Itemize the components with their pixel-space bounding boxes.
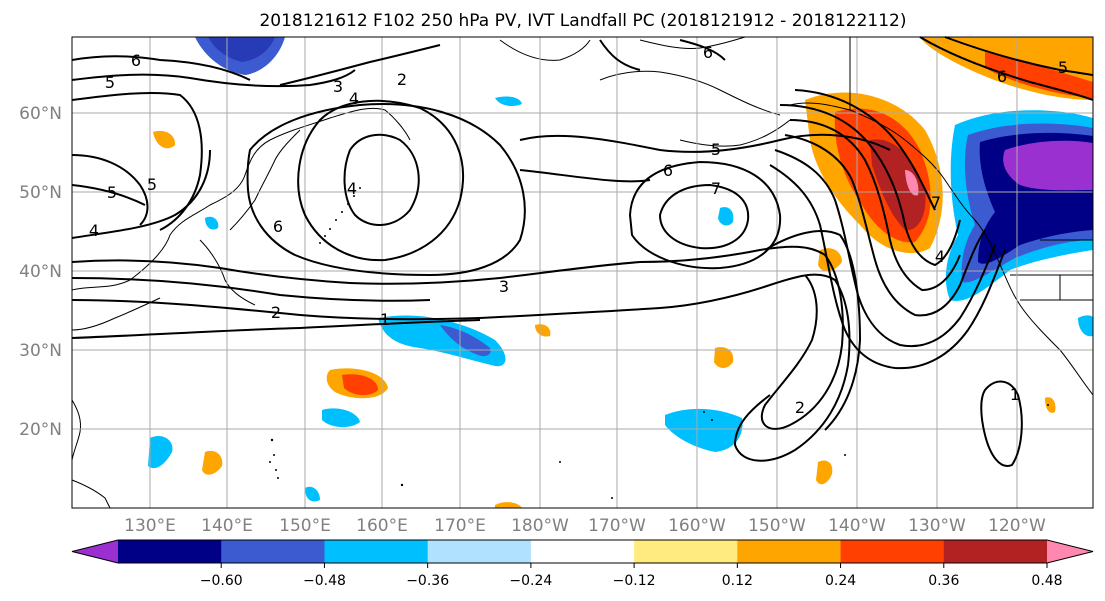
contour-label: 7 xyxy=(931,193,941,212)
map-title: 2018121612 F102 250 hPa PV, IVT Landfall… xyxy=(259,11,906,31)
longitude-label: 160°E xyxy=(356,516,408,536)
contour-label: 1 xyxy=(1010,385,1020,404)
colorbar-segment xyxy=(324,540,429,563)
contour-label: 4 xyxy=(349,89,359,108)
colorbar-segment xyxy=(221,540,325,563)
longitude-label: 140°W xyxy=(828,516,886,536)
longitude-label: 120°W xyxy=(988,516,1046,536)
contour-label: 3 xyxy=(499,277,509,296)
longitude-label: 150°W xyxy=(748,516,806,536)
colorbar-segment xyxy=(530,540,635,563)
colorbar-tick-label: −0.36 xyxy=(406,573,449,589)
latitude-label: 20°N xyxy=(19,420,62,440)
longitude-label: 130°W xyxy=(908,516,966,536)
latitude-label: 30°N xyxy=(19,341,62,361)
colorbar-tick-label: −0.24 xyxy=(509,573,552,589)
colorbar-segment xyxy=(943,540,1048,563)
colorbar-tick-label: −0.60 xyxy=(200,573,243,589)
longitude-label: 130°E xyxy=(124,516,176,536)
colorbar-tick-label: 0.12 xyxy=(722,573,753,589)
pv-contours xyxy=(71,36,1094,467)
contour-label: 2 xyxy=(397,70,407,89)
contour-labels: 6 5 3 2 4 5 5 4 6 4 3 2 1 6 7 5 6 5 4 7 … xyxy=(89,43,1068,417)
longitude-label: 150°E xyxy=(279,516,331,536)
map-panel xyxy=(71,36,1094,509)
colorbar-tick-label: 0.48 xyxy=(1031,573,1062,589)
contour-label: 5 xyxy=(107,183,117,202)
contour-label: 4 xyxy=(935,247,945,266)
pv-anomaly-shading xyxy=(148,37,1093,508)
latitude-label: 50°N xyxy=(19,183,62,203)
latitude-label: 40°N xyxy=(19,262,62,282)
contour-label: 5 xyxy=(711,140,721,159)
colorbar-tick-label: −0.48 xyxy=(303,573,346,589)
colorbar: −0.60 −0.48 −0.36 −0.24 −0.12 0.12 0.24 0.36 0.4… xyxy=(71,539,1094,589)
contour-label: 3 xyxy=(333,77,343,96)
latitude-labels: 60°N 50°N 40°N 30°N 20°N xyxy=(19,104,62,440)
longitude-label: 170°W xyxy=(588,516,646,536)
contour-label: 1 xyxy=(380,310,390,329)
longitude-label: 170°E xyxy=(434,516,486,536)
contour-label: 2 xyxy=(795,398,805,417)
coastlines xyxy=(71,36,1094,509)
colorbar-segment xyxy=(737,540,842,563)
contour-label: 4 xyxy=(347,179,357,198)
contour-label: 6 xyxy=(131,51,141,70)
longitude-label: 160°W xyxy=(668,516,726,536)
latitude-label: 60°N xyxy=(19,104,62,124)
colorbar-extend-high xyxy=(1047,540,1093,563)
contour-label: 4 xyxy=(89,221,99,240)
contour-label: 6 xyxy=(997,67,1007,86)
colorbar-tick-label: 0.24 xyxy=(825,573,856,589)
colorbar-tick-label: 0.36 xyxy=(928,573,959,589)
colorbar-segment xyxy=(634,540,738,563)
contour-label: 6 xyxy=(273,217,283,236)
colorbar-extend-low xyxy=(72,540,118,563)
contour-label: 6 xyxy=(663,161,673,180)
contour-label: 7 xyxy=(711,179,721,198)
islands xyxy=(269,187,1049,499)
longitude-labels: 130°E 140°E 150°E 160°E 170°E 180°W 170°W 160°W… xyxy=(124,516,1046,536)
contour-label: 6 xyxy=(703,43,713,62)
colorbar-segment xyxy=(840,540,945,563)
longitude-label: 140°E xyxy=(201,516,253,536)
colorbar-segment xyxy=(427,540,532,563)
contour-label: 5 xyxy=(105,73,115,92)
colorbar-segment xyxy=(118,540,222,563)
colorbar-tick-label: −0.12 xyxy=(613,573,656,589)
contour-label: 5 xyxy=(1058,58,1068,77)
longitude-label: 180°W xyxy=(511,516,569,536)
negative-anomaly-northwest xyxy=(195,37,285,75)
contour-label: 5 xyxy=(147,175,157,194)
contour-label: 2 xyxy=(271,303,281,322)
